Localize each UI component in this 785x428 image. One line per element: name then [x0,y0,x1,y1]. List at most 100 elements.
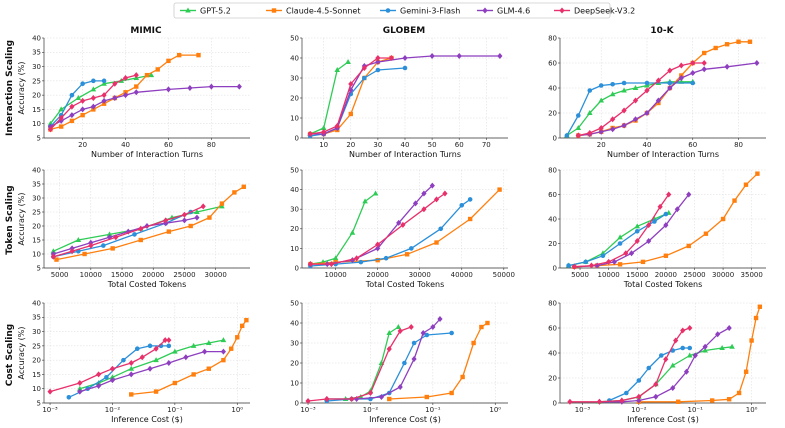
data-point-glm-4-6 [646,238,652,245]
data-point-glm-4-6 [702,343,708,350]
data-point-glm-4-6 [683,368,690,375]
data-point-glm-4-6 [166,360,172,366]
series-gpt-5-2 [307,190,379,267]
series-glm-4-6 [596,325,732,405]
data-point-gemini-3-flash [621,80,627,86]
data-point-glm-4-6 [202,348,208,355]
data-point-claude-4-5-sonnet [720,216,726,222]
data-point-gpt-5-2 [575,125,582,130]
data-point-claude-4-5-sonnet [755,171,760,176]
series-claude-4-5-sonnet [387,320,490,402]
data-point-deepseek-v3-2 [122,75,129,81]
x-tick-label: 10⁻³ [42,406,58,414]
x-tick-label: 70 [482,141,491,149]
y-tick-label: 0 [295,399,299,407]
data-point-gpt-5-2 [50,248,57,254]
data-point-deepseek-v3-2 [307,261,314,268]
data-point-deepseek-v3-2 [112,80,118,87]
data-point-glm-4-6 [690,70,696,76]
data-point-glm-4-6 [220,348,227,355]
data-point-gemini-3-flash [362,75,367,81]
data-point-deepseek-v3-2 [328,261,335,268]
data-point-glm-4-6 [96,382,102,389]
data-point-gpt-5-2 [153,357,159,363]
data-point-deepseek-v3-2 [634,238,640,245]
x-tick-label: 30000 [409,271,431,279]
legend: GPT-5.2 Claude-4.5-Sonnet Gemini-3-Flash GL… [173,2,635,19]
data-point-deepseek-v3-2 [610,116,616,123]
data-point-deepseek-v3-2 [305,398,311,404]
data-point-gpt-5-2 [206,340,212,345]
y-tick-label: 0 [295,264,299,272]
data-point-claude-4-5-sonnet [348,111,353,117]
y-tick-label: 30 [32,328,41,336]
series-line-gemini-3-flash [53,211,191,258]
data-point-glm-4-6 [429,182,435,189]
data-point-claude-4-5-sonnet [240,323,245,329]
data-point-deepseek-v3-2 [421,206,427,213]
data-point-gpt-5-2 [729,343,735,349]
series-line-glm-4-6 [50,85,240,128]
data-point-claude-4-5-sonnet [172,380,178,386]
data-point-gemini-3-flash [636,378,642,383]
data-point-deepseek-v3-2 [680,327,686,334]
x-tick-label: 50000 [493,271,515,279]
data-point-gemini-3-flash [646,365,652,371]
panel-interaction-scaling-10-k: 0 20 40 60 80 20 40 60 80 Number of Interaction T… [548,34,766,159]
data-point-glm-4-6 [715,331,721,338]
data-point-gemini-3-flash [576,113,581,118]
data-point-deepseek-v3-2 [321,129,327,135]
data-point-deepseek-v3-2 [678,62,684,69]
y-tick-label: 20 [290,94,299,102]
y-tick-label: 5 [37,134,41,142]
data-point-gemini-3-flash [634,228,640,234]
data-point-deepseek-v3-2 [657,203,663,210]
data-point-deepseek-v3-2 [90,95,96,101]
data-point-claude-4-5-sonnet [703,231,709,236]
data-point-gemini-3-flash [652,219,657,224]
data-point-claude-4-5-sonnet [709,398,715,403]
data-point-gemini-3-flash [663,211,669,217]
data-point-deepseek-v3-2 [162,337,168,344]
data-point-gpt-5-2 [617,234,623,240]
data-point-claude-4-5-sonnet [736,39,741,44]
panels: 5 10 15 20 25 30 35 40 20 40 60 80 Number of Interac… [17,34,766,424]
x-axis-label: Total Costed Tokens [365,280,444,289]
data-point-deepseek-v3-2 [113,234,119,241]
panel-token-scaling-10-k: 0 20 40 60 80 5000 10000 15000 20000 25000 30000 35… [548,166,766,289]
series-claude-4-5-sonnet [48,52,201,132]
data-point-glm-4-6 [663,222,669,229]
series-line-deepseek-v3-2 [574,194,670,268]
data-point-claude-4-5-sonnet [640,259,646,265]
data-point-gemini-3-flash [449,330,454,336]
data-point-gemini-3-flash [358,259,364,265]
x-axis-label: Total Costed Tokens [623,280,702,289]
data-point-gemini-3-flash [690,80,696,86]
data-point-glm-4-6 [724,63,730,70]
x-axis-label: Number of Interaction Turns [607,150,719,159]
series-line-gemini-3-flash [68,345,169,398]
y-tick-label: 10 [290,114,299,122]
data-point-claude-4-5-sonnet [110,246,115,251]
data-point-glm-4-6 [653,393,659,400]
data-point-glm-4-6 [194,214,200,221]
y-tick-label: 10 [290,245,299,253]
series-claude-4-5-sonnet [576,39,753,138]
data-point-glm-4-6 [670,385,676,391]
data-point-glm-4-6 [456,53,462,59]
series-gpt-5-2 [307,59,351,136]
data-point-gpt-5-2 [77,385,83,391]
data-point-deepseek-v3-2 [101,92,107,99]
data-point-glm-4-6 [402,55,408,61]
data-point-claude-4-5-sonnet [241,184,246,189]
y-tick-label: 80 [548,166,557,174]
x-tick-label: 35000 [741,271,763,279]
data-point-claude-4-5-sonnet [207,215,212,220]
data-point-glm-4-6 [236,83,242,90]
legend-label-gpt-5-2: GPT-5.2 [200,7,231,16]
series-glm-4-6 [77,348,227,395]
data-point-gpt-5-2 [719,345,725,350]
data-point-gpt-5-2 [362,198,368,204]
series-gpt-5-2 [47,72,155,126]
data-point-gpt-5-2 [632,85,639,90]
